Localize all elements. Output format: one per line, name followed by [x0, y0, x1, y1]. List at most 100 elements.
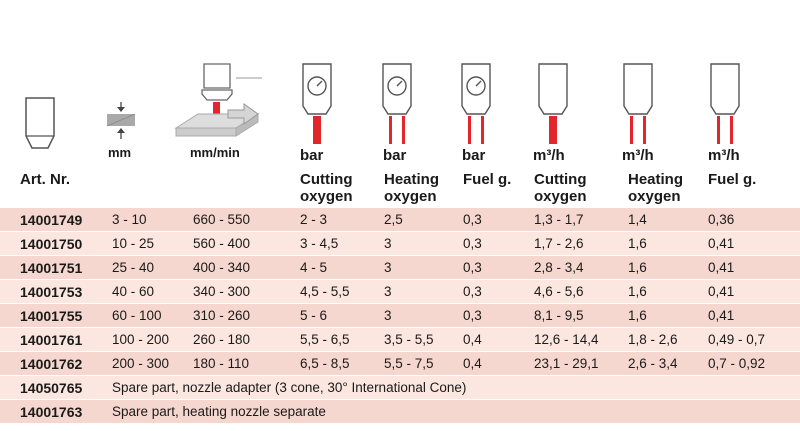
- header-heating-oxygen-pressure: Heating oxygen: [384, 171, 440, 205]
- nozzle-cutting-oxygen-flow-icon: [538, 63, 568, 144]
- unit-heating-oxygen-pressure: bar: [383, 147, 407, 164]
- gauge-heating-oxygen-icon: [382, 63, 412, 144]
- spec-table: 14001749 3 - 10 660 - 550 2 - 3 2,5 0,3 …: [0, 208, 800, 424]
- thickness-cell: 3 - 10: [112, 212, 147, 227]
- fuel-gas-flow-cell: 0,36: [708, 212, 735, 227]
- cutting-oxygen-flow-cell: 23,1 - 29,1: [534, 356, 599, 371]
- table-row: 14001753 40 - 60 340 - 300 4,5 - 5,5 3 0…: [0, 280, 800, 304]
- nozzle-heating-oxygen-flow-icon: [623, 63, 653, 144]
- note-cell: Spare part, heating nozzle separate: [112, 404, 326, 419]
- fuel-gas-flow-cell: 0,41: [708, 260, 735, 275]
- fuel-gas-pressure-cell: 0,3: [463, 284, 482, 299]
- fuel-gas-pressure-cell: 0,3: [463, 212, 482, 227]
- cutting-oxygen-flow-cell: 1,3 - 1,7: [534, 212, 584, 227]
- speed-cell: 560 - 400: [193, 236, 251, 251]
- unit-fuel-gas-flow: m³/h: [708, 147, 740, 164]
- speed-cell: 180 - 110: [193, 356, 250, 371]
- art-nr-cell: 14001751: [20, 260, 83, 276]
- unit-speed: mm/min: [190, 145, 240, 160]
- cutting-oxygen-pressure-cell: 5,5 - 6,5: [300, 332, 350, 347]
- fuel-gas-pressure-cell: 0,3: [463, 236, 482, 251]
- thickness-cell: 60 - 100: [112, 308, 162, 323]
- header-fuel-gas-pressure: Fuel g.: [463, 171, 512, 188]
- fuel-gas-flow-cell: 0,41: [708, 308, 735, 323]
- heating-oxygen-pressure-cell: 3: [384, 308, 392, 323]
- table-row: 14001750 10 - 25 560 - 400 3 - 4,5 3 0,3…: [0, 232, 800, 256]
- art-nr-cell: 14001749: [20, 212, 83, 228]
- heating-oxygen-flow-cell: 1,6: [628, 260, 647, 275]
- unit-heating-oxygen-flow: m³/h: [622, 147, 654, 164]
- fuel-gas-flow-cell: 0,41: [708, 284, 735, 299]
- heating-oxygen-pressure-cell: 3: [384, 284, 392, 299]
- gauge-cutting-oxygen-icon: [302, 63, 332, 144]
- unit-thickness: mm: [108, 145, 132, 160]
- thickness-cell: 10 - 25: [112, 236, 155, 251]
- nozzle-fuel-gas-flow-icon: [710, 63, 740, 144]
- header-cutting-oxygen-pressure: Cutting oxygen: [300, 171, 353, 205]
- heating-oxygen-flow-cell: 1,6: [628, 308, 647, 323]
- fuel-gas-flow-cell: 0,7 - 0,92: [708, 356, 766, 371]
- cutting-oxygen-flow-cell: 12,6 - 14,4: [534, 332, 599, 347]
- art-nr-cell: 14001763: [20, 404, 83, 420]
- heating-oxygen-flow-cell: 1,4: [628, 212, 647, 227]
- heating-oxygen-pressure-cell: 3: [384, 260, 392, 275]
- heating-oxygen-flow-cell: 1,8 - 2,6: [628, 332, 678, 347]
- heating-oxygen-pressure-cell: 5,5 - 7,5: [384, 356, 434, 371]
- table-row: 14001761 100 - 200 260 - 180 5,5 - 6,5 3…: [0, 328, 800, 352]
- art-nr-cell: 14001761: [20, 332, 83, 348]
- fuel-gas-pressure-cell: 0,3: [463, 260, 482, 275]
- header-fuel-gas-flow: Fuel g.: [708, 171, 757, 188]
- speed-cell: 340 - 300: [193, 284, 251, 299]
- cutting-oxygen-flow-cell: 8,1 - 9,5: [534, 308, 584, 323]
- speed-cell: 260 - 180: [193, 332, 251, 347]
- heating-oxygen-pressure-cell: 3,5 - 5,5: [384, 332, 434, 347]
- heating-oxygen-flow-cell: 2,6 - 3,4: [628, 356, 678, 371]
- heating-oxygen-flow-cell: 1,6: [628, 236, 647, 251]
- fuel-gas-pressure-cell: 0,4: [463, 356, 482, 371]
- speed-cell: 310 - 260: [193, 308, 251, 323]
- header-cutting-oxygen-flow: Cutting oxygen: [534, 171, 587, 205]
- unit-cutting-oxygen-pressure: bar: [300, 147, 324, 164]
- gauge-fuel-gas-icon: [461, 63, 491, 144]
- cutting-speed-icon: [174, 63, 262, 137]
- material-thickness-icon: [106, 102, 136, 139]
- table-row-note: 14001763 Spare part, heating nozzle sepa…: [0, 400, 800, 424]
- table-row: 14001755 60 - 100 310 - 260 5 - 6 3 0,3 …: [0, 304, 800, 328]
- table-row: 14001762 200 - 300 180 - 110 6,5 - 8,5 5…: [0, 352, 800, 376]
- thickness-cell: 200 - 300: [112, 356, 170, 371]
- cutting-oxygen-pressure-cell: 4 - 5: [300, 260, 328, 275]
- art-nr-cell: 14001750: [20, 236, 83, 252]
- art-nr-cell: 14001762: [20, 356, 83, 372]
- art-nr-cell: 14001753: [20, 284, 83, 300]
- nozzle-icon: [25, 97, 55, 149]
- heating-oxygen-pressure-cell: 2,5: [384, 212, 403, 227]
- thickness-cell: 100 - 200: [112, 332, 170, 347]
- cutting-oxygen-pressure-cell: 3 - 4,5: [300, 236, 339, 251]
- cutting-oxygen-pressure-cell: 4,5 - 5,5: [300, 284, 350, 299]
- heating-oxygen-pressure-cell: 3: [384, 236, 392, 251]
- art-nr-cell: 14001755: [20, 308, 83, 324]
- fuel-gas-flow-cell: 0,41: [708, 236, 735, 251]
- speed-cell: 400 - 340: [193, 260, 251, 275]
- thickness-cell: 25 - 40: [112, 260, 155, 275]
- thickness-cell: 40 - 60: [112, 284, 155, 299]
- art-nr-cell: 14050765: [20, 380, 83, 396]
- header-heating-oxygen-flow: Heating oxygen: [628, 171, 684, 205]
- table-row: 14001751 25 - 40 400 - 340 4 - 5 3 0,3 2…: [0, 256, 800, 280]
- cutting-oxygen-flow-cell: 1,7 - 2,6: [534, 236, 584, 251]
- fuel-gas-pressure-cell: 0,4: [463, 332, 482, 347]
- table-row: 14001749 3 - 10 660 - 550 2 - 3 2,5 0,3 …: [0, 208, 800, 232]
- unit-cutting-oxygen-flow: m³/h: [533, 147, 565, 164]
- cutting-oxygen-flow-cell: 2,8 - 3,4: [534, 260, 584, 275]
- cutting-oxygen-pressure-cell: 6,5 - 8,5: [300, 356, 350, 371]
- fuel-gas-flow-cell: 0,49 - 0,7: [708, 332, 766, 347]
- speed-cell: 660 - 550: [193, 212, 251, 227]
- fuel-gas-pressure-cell: 0,3: [463, 308, 482, 323]
- heating-oxygen-flow-cell: 1,6: [628, 284, 647, 299]
- cutting-oxygen-flow-cell: 4,6 - 5,6: [534, 284, 584, 299]
- unit-fuel-gas-pressure: bar: [462, 147, 486, 164]
- cutting-oxygen-pressure-cell: 5 - 6: [300, 308, 328, 323]
- cutting-oxygen-pressure-cell: 2 - 3: [300, 212, 328, 227]
- art-nr-header: Art. Nr.: [20, 171, 71, 188]
- table-row-note: 14050765 Spare part, nozzle adapter (3 c…: [0, 376, 800, 400]
